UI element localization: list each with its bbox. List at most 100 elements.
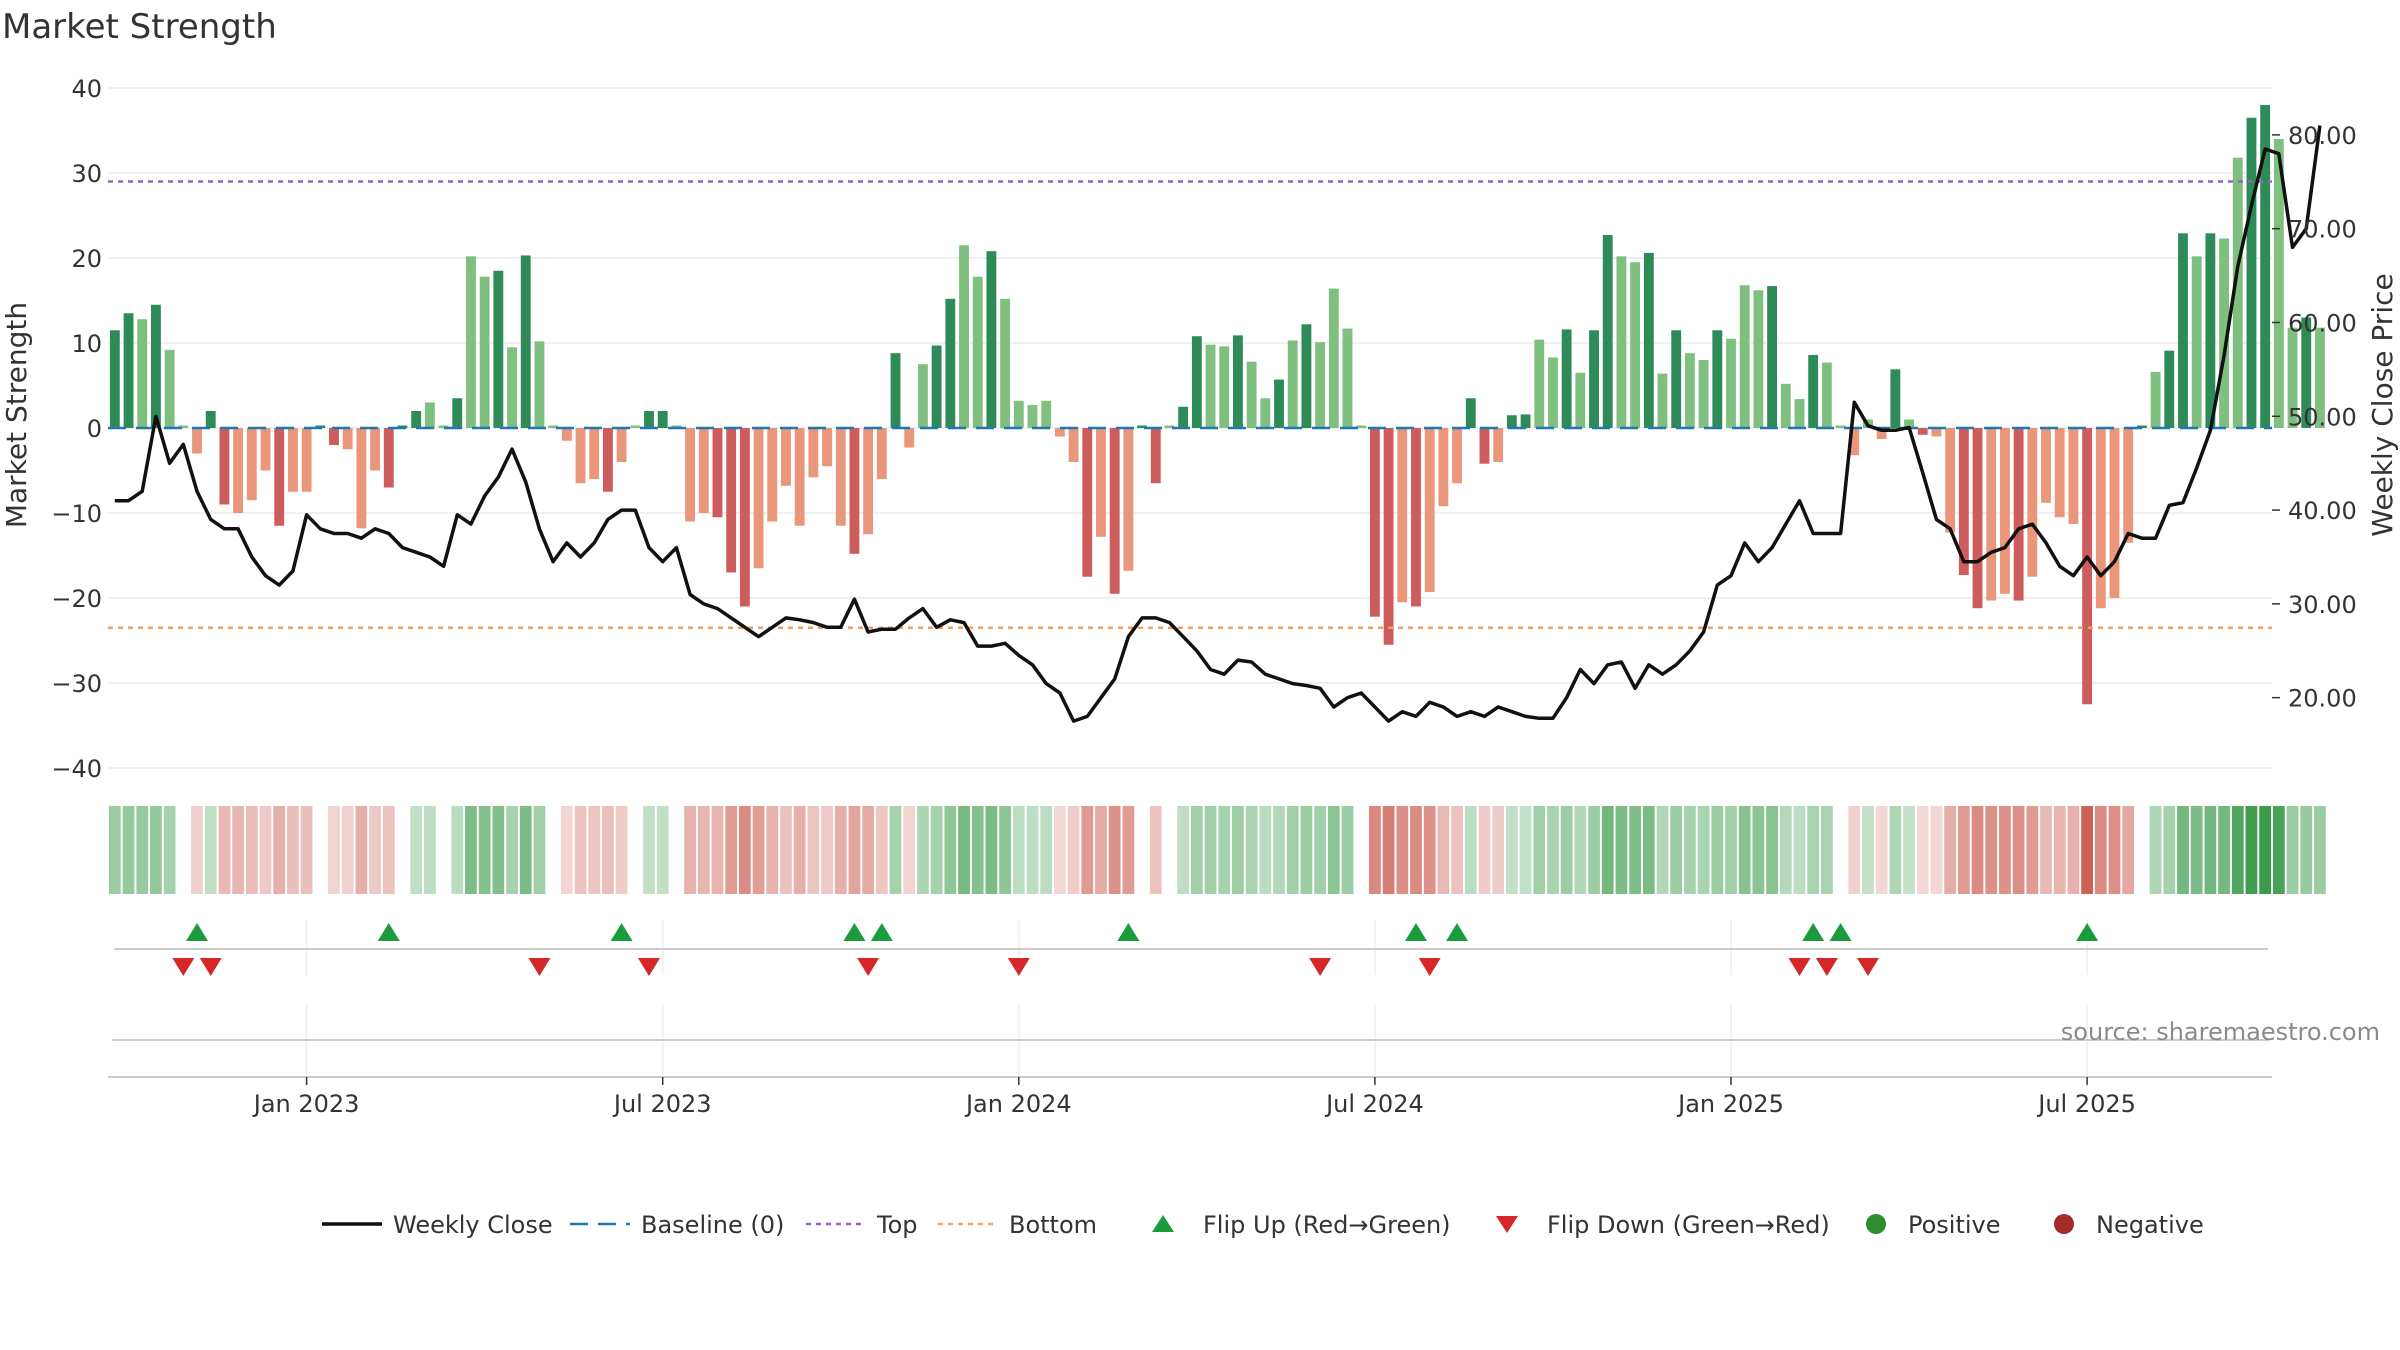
heat-cell bbox=[1670, 806, 1683, 894]
strength-bar bbox=[1753, 290, 1764, 428]
right-axis-ticks: 80.00 70.00 60.00 50.00 40.00 30.00 20.00 bbox=[2272, 122, 2357, 713]
strength-bar bbox=[287, 428, 298, 492]
heat-cell bbox=[218, 806, 231, 894]
heat-cell bbox=[2135, 806, 2148, 894]
heat-cell bbox=[108, 806, 121, 894]
strength-bar bbox=[1999, 428, 2010, 594]
strength-bar bbox=[1301, 324, 1312, 428]
strength-bar bbox=[1260, 398, 1271, 428]
heat-cell bbox=[314, 806, 327, 894]
threshold-lines bbox=[108, 180, 2272, 629]
right-tick-label: 20.00 bbox=[2288, 685, 2357, 713]
strength-bar bbox=[1808, 354, 1819, 428]
heat-cell bbox=[506, 806, 518, 894]
heat-cell bbox=[369, 806, 381, 894]
right-tick-label: 60.00 bbox=[2288, 309, 2357, 337]
heat-cell bbox=[1067, 806, 1080, 894]
heat-cell bbox=[1163, 806, 1176, 894]
left-tick-label: 30 bbox=[71, 160, 102, 188]
strength-bar bbox=[1452, 428, 1463, 484]
heat-cell bbox=[1012, 806, 1025, 894]
right-tick-label: 70.00 bbox=[2288, 216, 2357, 244]
heat-cell bbox=[437, 806, 450, 894]
right-tick-label: 80.00 bbox=[2288, 122, 2357, 150]
strength-bar bbox=[438, 425, 449, 428]
heat-cell bbox=[1944, 806, 1957, 894]
heat-cell bbox=[1369, 806, 1381, 894]
left-tick-label: −20 bbox=[51, 585, 102, 613]
strength-bar bbox=[2205, 233, 2216, 428]
strength-bar bbox=[1465, 398, 1476, 428]
heat-cell bbox=[889, 806, 902, 894]
flip-markers-panel bbox=[114, 920, 2268, 976]
strength-bar bbox=[794, 428, 805, 526]
heat-cell bbox=[163, 806, 176, 894]
heat-cell bbox=[766, 806, 779, 894]
strength-bar bbox=[493, 270, 504, 428]
right-tick-label: 50.00 bbox=[2288, 403, 2357, 431]
heat-cell bbox=[1300, 806, 1313, 894]
weekly-close-line bbox=[114, 125, 2322, 723]
strength-bar bbox=[1767, 286, 1778, 428]
strength-bar bbox=[726, 428, 737, 573]
left-tick-label: 40 bbox=[71, 75, 102, 103]
strength-bar bbox=[2054, 428, 2065, 518]
heat-cell bbox=[2108, 806, 2121, 894]
flip-up-marker bbox=[2076, 923, 2099, 941]
flip-up-marker bbox=[186, 923, 209, 941]
flip-down-marker bbox=[1007, 958, 1030, 976]
strength-bar bbox=[972, 276, 983, 428]
heat-cell bbox=[656, 806, 669, 894]
strength-bar bbox=[1109, 428, 1120, 594]
x-axis-ticks: Jan 2023 Jul 2023 Jan 2024 Jul 2024 Jan 2025… bbox=[252, 1077, 2136, 1118]
strength-bar bbox=[1493, 428, 1504, 462]
strength-bar bbox=[1739, 285, 1750, 428]
x-tick-label: Jan 2024 bbox=[964, 1090, 1072, 1118]
legend-label: Flip Up (Red→Green) bbox=[1203, 1211, 1451, 1239]
heat-cell bbox=[1355, 806, 1368, 894]
strength-bar bbox=[548, 425, 559, 428]
strength-bar bbox=[1630, 262, 1641, 428]
strength-bar bbox=[1726, 338, 1736, 428]
strength-bar bbox=[1287, 340, 1298, 428]
heat-cell bbox=[1848, 806, 1861, 894]
heat-cell bbox=[1382, 806, 1395, 894]
heat-cell bbox=[2040, 806, 2052, 894]
heat-cell bbox=[793, 806, 806, 894]
heat-cell bbox=[1560, 806, 1573, 894]
strength-bar bbox=[1479, 428, 1490, 464]
left-tick-label: 0 bbox=[87, 415, 102, 443]
left-axis-ticks: 40 30 20 10 0 −10 −20 −30 −40 bbox=[51, 75, 102, 783]
strength-bar bbox=[520, 255, 531, 428]
flip-up-marker bbox=[843, 923, 866, 941]
heat-cell bbox=[2053, 806, 2066, 894]
strength-bar bbox=[1205, 344, 1216, 428]
heat-cell bbox=[903, 806, 916, 894]
strength-bar bbox=[1548, 357, 1558, 428]
strength-heat-strip bbox=[108, 806, 2326, 894]
strength-bar bbox=[411, 411, 422, 428]
strength-bar bbox=[808, 428, 819, 478]
strength-bar bbox=[1383, 428, 1394, 645]
heat-cell bbox=[1218, 806, 1231, 894]
strength-bar bbox=[1876, 428, 1887, 440]
x-tick-label: Jul 2023 bbox=[612, 1090, 712, 1118]
strength-bar bbox=[1958, 428, 1969, 576]
flip-down-marker bbox=[528, 958, 551, 976]
flip-up-marker bbox=[377, 923, 400, 941]
heat-cell bbox=[1478, 806, 1491, 894]
legend-label: Negative bbox=[2096, 1211, 2204, 1239]
strength-bar bbox=[2095, 428, 2106, 609]
heat-cell bbox=[1040, 806, 1053, 894]
strength-bar bbox=[1369, 428, 1380, 617]
right-tick-label: 40.00 bbox=[2288, 497, 2357, 525]
strength-bar bbox=[1794, 399, 1805, 428]
heat-cell bbox=[1903, 806, 1915, 894]
strength-bar bbox=[575, 428, 586, 484]
heat-cell bbox=[1437, 806, 1450, 894]
heat-cell bbox=[1793, 806, 1806, 894]
chart-legend: Weekly Close Baseline (0) Top Bottom Flip Up… bbox=[322, 1211, 2204, 1239]
strength-bar bbox=[1411, 428, 1421, 607]
strength-bar bbox=[1643, 252, 1654, 428]
strength-bar bbox=[1096, 428, 1106, 537]
